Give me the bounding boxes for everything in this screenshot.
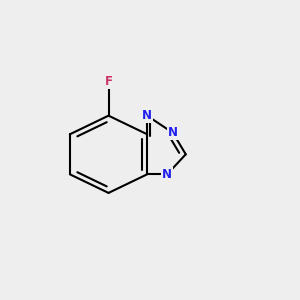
Text: F: F (104, 75, 112, 88)
Text: N: N (168, 126, 178, 139)
Text: N: N (162, 168, 172, 181)
Text: N: N (142, 109, 152, 122)
